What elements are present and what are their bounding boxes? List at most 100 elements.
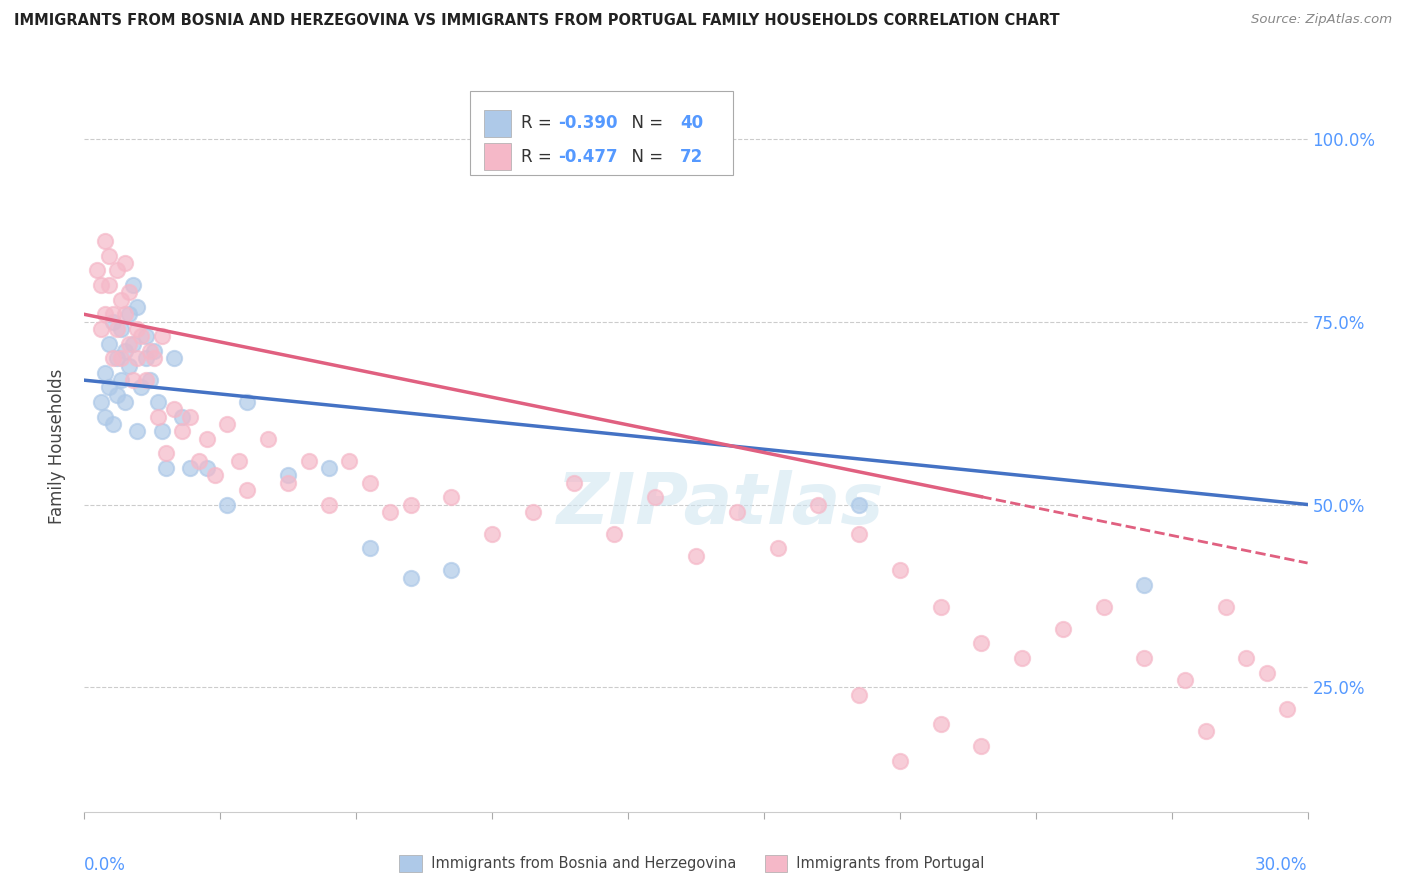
Point bbox=[142, 343, 165, 358]
Point bbox=[127, 351, 149, 366]
Point bbox=[359, 475, 381, 490]
Point bbox=[101, 417, 124, 431]
Point bbox=[114, 395, 136, 409]
Point bbox=[110, 373, 132, 387]
Point bbox=[318, 461, 340, 475]
Point bbox=[1236, 651, 1258, 665]
Point bbox=[399, 571, 422, 585]
Point bbox=[277, 475, 299, 490]
Point bbox=[970, 739, 993, 753]
Point bbox=[359, 541, 381, 556]
Point bbox=[1052, 622, 1074, 636]
Point bbox=[138, 343, 160, 358]
Point bbox=[298, 453, 321, 467]
Point bbox=[127, 322, 149, 336]
Point bbox=[114, 343, 136, 358]
Point bbox=[122, 278, 145, 293]
Point bbox=[163, 351, 186, 366]
Point bbox=[97, 380, 120, 394]
Point bbox=[146, 395, 169, 409]
Text: 72: 72 bbox=[681, 148, 703, 166]
Point bbox=[150, 329, 173, 343]
Point bbox=[725, 505, 748, 519]
Point bbox=[339, 453, 361, 467]
Text: IMMIGRANTS FROM BOSNIA AND HERZEGOVINA VS IMMIGRANTS FROM PORTUGAL FAMILY HOUSEH: IMMIGRANTS FROM BOSNIA AND HERZEGOVINA V… bbox=[14, 13, 1060, 29]
FancyBboxPatch shape bbox=[484, 110, 512, 136]
Point bbox=[204, 468, 226, 483]
Point bbox=[236, 395, 259, 409]
Point bbox=[562, 475, 585, 490]
Point bbox=[179, 409, 201, 424]
Point bbox=[195, 461, 218, 475]
Point bbox=[135, 373, 157, 387]
Point bbox=[114, 307, 136, 321]
Point bbox=[172, 409, 194, 424]
Point bbox=[399, 498, 422, 512]
Point bbox=[1277, 702, 1299, 716]
Point bbox=[93, 234, 115, 248]
Point bbox=[481, 526, 503, 541]
Point bbox=[163, 402, 186, 417]
Point bbox=[127, 300, 149, 314]
Point bbox=[970, 636, 993, 650]
Point bbox=[127, 425, 149, 439]
Point bbox=[217, 417, 239, 431]
Point bbox=[889, 563, 911, 577]
Point bbox=[101, 351, 124, 366]
Point bbox=[440, 563, 463, 577]
Point bbox=[889, 754, 911, 768]
Point bbox=[138, 373, 160, 387]
Point bbox=[118, 285, 141, 300]
Point bbox=[807, 498, 830, 512]
Point bbox=[110, 322, 132, 336]
Text: Immigrants from Bosnia and Herzegovina: Immigrants from Bosnia and Herzegovina bbox=[422, 856, 737, 871]
Point bbox=[155, 461, 177, 475]
Point bbox=[105, 263, 128, 277]
Text: N =: N = bbox=[621, 114, 669, 132]
Text: N =: N = bbox=[621, 148, 669, 166]
Point bbox=[90, 395, 112, 409]
Text: Source: ZipAtlas.com: Source: ZipAtlas.com bbox=[1251, 13, 1392, 27]
Point bbox=[1215, 599, 1237, 614]
Point bbox=[110, 293, 132, 307]
Point bbox=[929, 599, 952, 614]
Point bbox=[848, 688, 870, 702]
Point bbox=[155, 446, 177, 460]
Point bbox=[172, 425, 194, 439]
Text: -0.477: -0.477 bbox=[558, 148, 617, 166]
Point bbox=[101, 315, 124, 329]
FancyBboxPatch shape bbox=[484, 144, 512, 170]
Point bbox=[90, 322, 112, 336]
Point bbox=[1174, 673, 1197, 687]
Point bbox=[1195, 724, 1218, 739]
Point bbox=[187, 453, 209, 467]
Point bbox=[236, 483, 259, 497]
FancyBboxPatch shape bbox=[470, 91, 733, 176]
Point bbox=[131, 329, 153, 343]
Point bbox=[766, 541, 789, 556]
Point bbox=[135, 329, 157, 343]
Point bbox=[97, 278, 120, 293]
Point bbox=[195, 432, 218, 446]
Point bbox=[86, 263, 108, 277]
Point bbox=[228, 453, 250, 467]
Point bbox=[118, 336, 141, 351]
Point bbox=[93, 409, 115, 424]
Point bbox=[277, 468, 299, 483]
Point bbox=[1133, 578, 1156, 592]
Point bbox=[929, 717, 952, 731]
Point bbox=[522, 505, 544, 519]
Text: 0.0%: 0.0% bbox=[84, 855, 127, 873]
Point bbox=[101, 307, 124, 321]
Point bbox=[93, 307, 115, 321]
Point bbox=[179, 461, 201, 475]
Point bbox=[131, 380, 153, 394]
Point bbox=[105, 388, 128, 402]
Point bbox=[122, 373, 145, 387]
Point bbox=[848, 498, 870, 512]
Point bbox=[105, 322, 128, 336]
Point bbox=[1011, 651, 1033, 665]
Point bbox=[118, 307, 141, 321]
Text: R =: R = bbox=[522, 148, 557, 166]
Point bbox=[97, 336, 120, 351]
